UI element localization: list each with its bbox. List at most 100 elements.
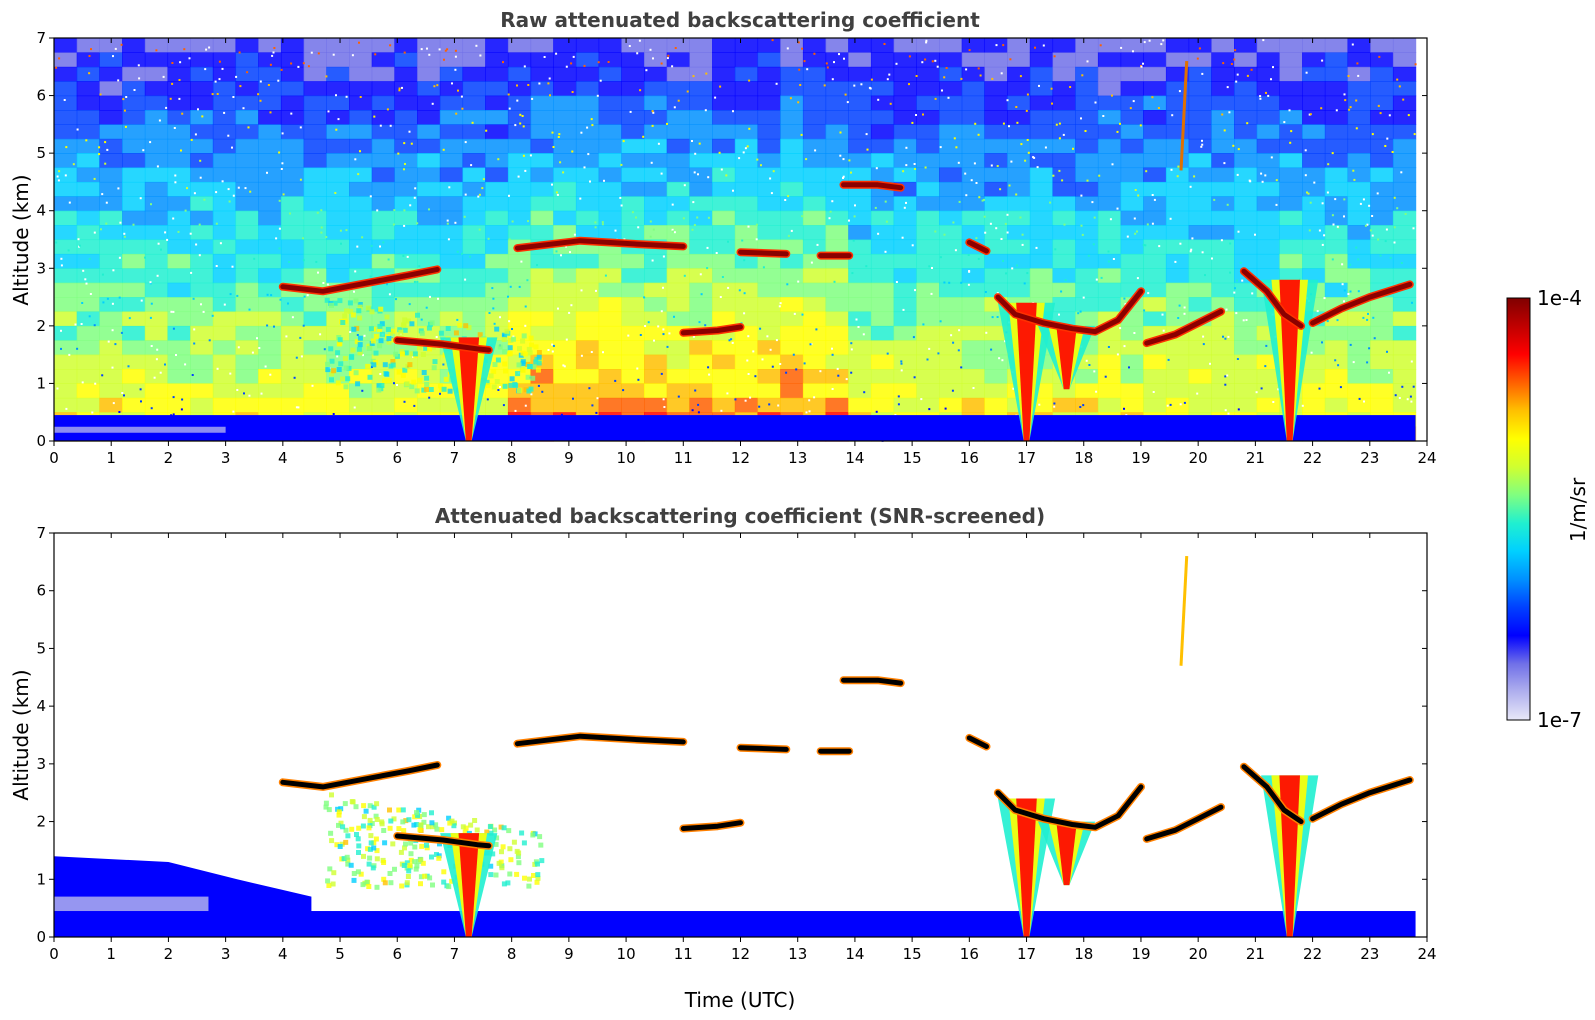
background-cell [553, 383, 577, 399]
background-cell [339, 229, 342, 232]
background-cell [712, 268, 736, 284]
background-cell [1234, 81, 1258, 97]
background-cell [1392, 239, 1417, 255]
background-cell [575, 354, 600, 370]
background-cell [766, 335, 769, 338]
background-cell [698, 142, 701, 145]
background-cell [1279, 52, 1303, 68]
background-cell [666, 210, 690, 226]
background-cell [961, 196, 985, 212]
background-cell [553, 81, 577, 97]
background-cell [977, 257, 980, 260]
background-cell [438, 48, 441, 51]
background-cell [1200, 145, 1203, 148]
background-cell [621, 225, 645, 241]
aerosol-cell [430, 824, 436, 830]
background-cell [666, 167, 690, 183]
background-cell [1000, 72, 1003, 75]
background-cell [521, 115, 524, 117]
background-cell [248, 394, 251, 397]
background-cell [76, 383, 100, 399]
background-cell [635, 216, 637, 219]
aerosol-cell [367, 817, 373, 823]
background-cell [1349, 343, 1352, 346]
background-cell [749, 396, 752, 399]
background-cell [1356, 62, 1359, 65]
background-cell [455, 112, 458, 115]
background-cell [164, 231, 167, 234]
background-cell [1254, 233, 1256, 236]
background-cell [1097, 81, 1122, 97]
aerosol-cell [349, 355, 355, 360]
background-cell [1097, 138, 1122, 154]
aerosol-cell [490, 851, 496, 857]
background-cell [825, 210, 849, 226]
background-cell [712, 66, 736, 82]
background-cell [1165, 196, 1190, 212]
background-cell [212, 81, 237, 97]
background-cell [184, 209, 187, 212]
background-cell [386, 283, 388, 286]
background-cell [755, 238, 758, 241]
background-cell [916, 253, 940, 269]
background-cell [1029, 81, 1054, 97]
background-cell [303, 167, 327, 183]
background-cell [1140, 65, 1143, 68]
x-tick-label: 19 [1131, 449, 1150, 467]
background-cell [144, 369, 169, 384]
background-cell [99, 95, 123, 111]
background-cell [757, 153, 781, 169]
aerosol-cell [379, 331, 385, 337]
background-cell [1324, 167, 1349, 183]
background-cell [417, 181, 441, 197]
aerosol-cell [387, 807, 392, 813]
background-cell [144, 297, 169, 313]
background-cell [394, 297, 418, 313]
background-cell [76, 297, 100, 313]
background-cell [543, 56, 546, 58]
background-cell [487, 237, 490, 240]
background-cell [1152, 391, 1155, 393]
aerosol-cell [401, 863, 407, 868]
x-tick-label: 24 [1417, 449, 1436, 467]
background-cell [388, 293, 391, 296]
background-cell [889, 102, 892, 105]
background-cell [1302, 52, 1326, 68]
background-cell [122, 397, 146, 413]
background-cell [462, 239, 486, 255]
background-cell [848, 210, 872, 226]
bottom-y-axis-label: Altitude (km) [9, 669, 33, 800]
x-tick-label: 13 [788, 449, 807, 467]
background-cell [848, 268, 872, 284]
background-cell [621, 167, 645, 183]
aerosol-cell [377, 323, 383, 329]
background-cell [485, 297, 509, 313]
background-cell [1343, 289, 1346, 292]
aerosol-cell [438, 330, 444, 336]
background-cell [326, 110, 350, 125]
background-cell [848, 354, 872, 370]
aerosol-cell [338, 361, 344, 367]
background-cell [1226, 86, 1229, 89]
background-cell [756, 158, 759, 161]
background-cell [1006, 231, 1009, 234]
background-cell [1211, 369, 1235, 384]
aerosol-cell [426, 325, 432, 331]
background-cell [1234, 287, 1236, 290]
background-cell [349, 239, 373, 255]
background-cell [734, 297, 759, 313]
background-cell [439, 392, 441, 395]
background-cell [916, 354, 940, 370]
background-cell [1120, 383, 1144, 399]
aerosol-cell [493, 841, 499, 847]
background-cell [761, 358, 764, 361]
background-cell [349, 124, 373, 140]
aerosol-cell [538, 842, 544, 848]
background-cell [1011, 267, 1014, 270]
y-tick-label: 4 [36, 697, 46, 715]
background-cell [144, 268, 169, 284]
cloud-layer [513, 236, 688, 253]
background-cell [908, 55, 911, 58]
background-cell [746, 145, 749, 148]
